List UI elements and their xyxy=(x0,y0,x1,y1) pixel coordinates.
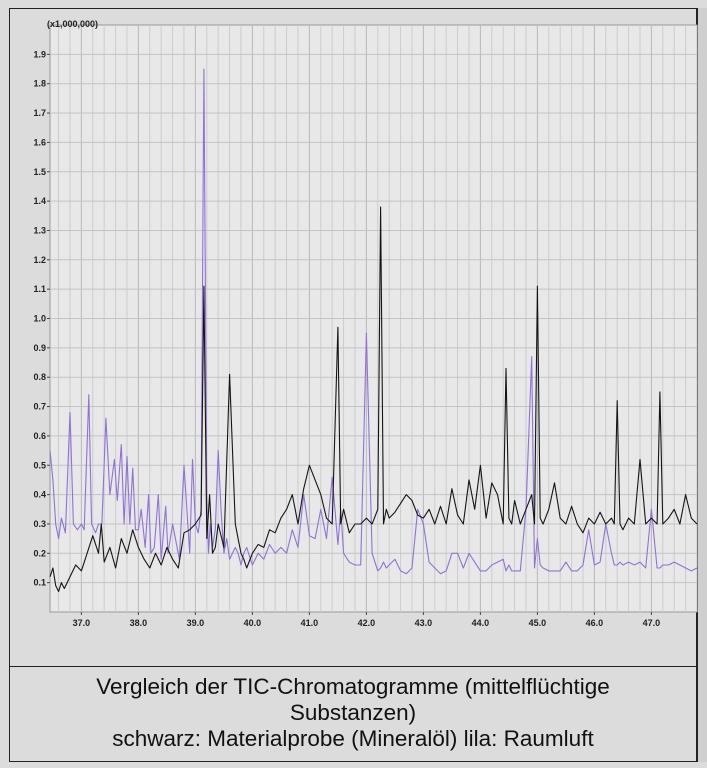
x-tick-label: 41.0 xyxy=(301,618,319,628)
x-tick-label: 46.0 xyxy=(586,618,604,628)
x-tick-label: 42.0 xyxy=(358,618,376,628)
y-tick-label: 0.1 xyxy=(33,578,46,588)
y-scale-label: (x1,000,000) xyxy=(47,19,98,29)
caption-line-3: schwarz: Materialprobe (Mineralöl) lila:… xyxy=(112,726,594,751)
figure-caption: Vergleich der TIC-Chromatogramme (mittel… xyxy=(9,666,697,762)
y-tick-label: 0.5 xyxy=(33,460,46,470)
y-axis: 0.1 0.2 0.3 0.4 0.5 0.6 0.7 0.8 0.9 1.0 1.1 1.2 1.3 1… xyxy=(33,49,50,588)
x-tick-label: 45.0 xyxy=(529,618,547,628)
x-tick-label: 47.0 xyxy=(643,618,661,628)
x-tick-label: 43.0 xyxy=(415,618,433,628)
y-tick-label: 1.2 xyxy=(33,255,46,265)
y-tick-label: 0.4 xyxy=(33,490,46,500)
y-tick-label: 1.1 xyxy=(33,284,46,294)
chromatogram-chart: 0.1 0.2 0.3 0.4 0.5 0.6 0.7 0.8 0.9 1.0 1.1 1.2 1.3 1… xyxy=(33,19,698,628)
y-tick-label: 0.9 xyxy=(33,343,46,353)
y-tick-label: 1.4 xyxy=(33,196,46,206)
y-tick-label: 0.2 xyxy=(33,548,46,558)
y-tick-label: 0.6 xyxy=(33,431,46,441)
caption-line-1: Vergleich der TIC-Chromatogramme (mittel… xyxy=(96,674,610,699)
y-tick-label: 0.8 xyxy=(33,372,46,382)
grid xyxy=(50,25,698,612)
y-tick-label: 0.3 xyxy=(33,519,46,529)
series-line-2 xyxy=(49,206,698,593)
y-tick-label: 1.8 xyxy=(33,79,46,89)
x-tick-label: 39.0 xyxy=(187,618,205,628)
y-tick-label: 1.6 xyxy=(33,137,46,147)
y-tick-label: 1.7 xyxy=(33,108,46,118)
x-tick-label: 37.0 xyxy=(73,618,91,628)
y-tick-label: 1.9 xyxy=(33,49,46,59)
x-tick-label: 40.0 xyxy=(244,618,262,628)
x-axis: 37.0 38.0 39.0 40.0 41.0 42.0 43.0 44.0 45.0 46.0… xyxy=(73,612,661,628)
caption-line-2: Substanzen) xyxy=(289,700,417,725)
y-tick-label: 0.7 xyxy=(33,402,46,412)
y-tick-label: 1.0 xyxy=(33,314,46,324)
y-tick-label: 1.5 xyxy=(33,167,46,177)
series-layer xyxy=(49,68,698,593)
series-line-1 xyxy=(49,68,698,575)
x-tick-label: 44.0 xyxy=(472,618,490,628)
y-tick-label: 1.3 xyxy=(33,225,46,235)
x-tick-label: 38.0 xyxy=(130,618,148,628)
